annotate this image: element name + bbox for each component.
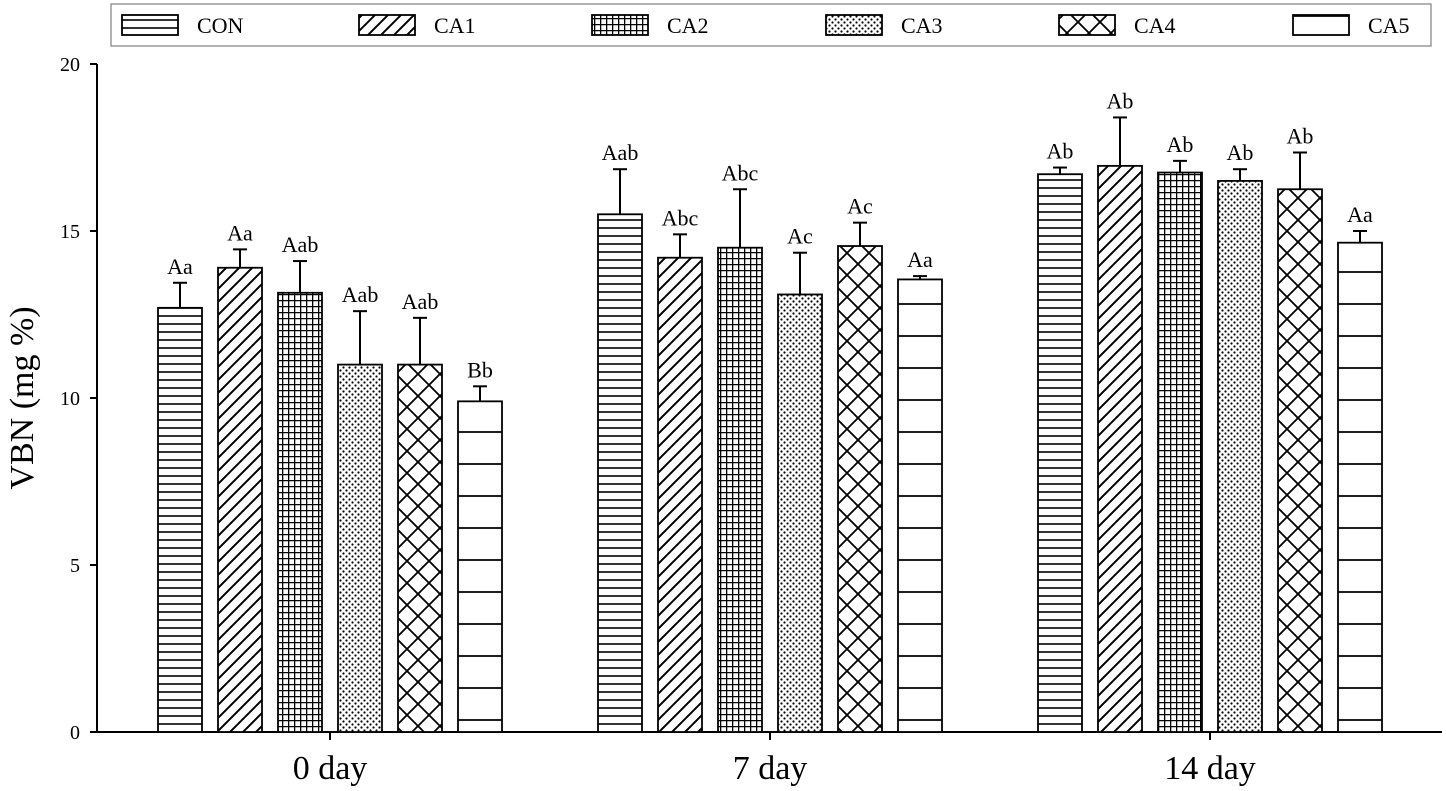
bar-annotation: Aa: [907, 247, 933, 272]
bar-annotation: Aab: [342, 282, 379, 307]
bar-annotation: Ab: [1107, 88, 1134, 113]
legend-swatch: [591, 14, 649, 36]
bar-annotation: Ab: [1287, 124, 1314, 149]
bar: [1217, 179, 1263, 733]
bar-annotation: Ac: [847, 194, 873, 219]
legend-frame: [110, 3, 1432, 47]
bar: [1097, 164, 1143, 733]
legend-swatch: [1292, 14, 1350, 36]
bar-annotation: Abc: [722, 160, 759, 185]
bar-annotation: Aab: [402, 289, 439, 314]
legend-swatch: [121, 14, 179, 36]
legend-label: CON: [197, 13, 244, 38]
bar-annotation: Ab: [1047, 139, 1074, 164]
bar: [1277, 188, 1323, 733]
bar-annotation: Abc: [662, 205, 699, 230]
bar: [777, 293, 823, 733]
legend-swatch: [358, 14, 416, 36]
bar-annotation: Aab: [282, 232, 319, 257]
bar: [897, 278, 943, 733]
y-tick-label: 0: [70, 722, 80, 744]
bar-annotation: Bb: [467, 357, 493, 382]
x-tick-label: 14 day: [1164, 750, 1256, 787]
bar: [337, 363, 383, 733]
bar-annotation: Ab: [1167, 132, 1194, 157]
legend-label: CA3: [901, 13, 943, 38]
y-axis-title: VBN (mg %): [4, 306, 41, 489]
bar-annotation: Ac: [787, 224, 813, 249]
bar: [717, 246, 763, 733]
legend-label: CA5: [1368, 13, 1410, 38]
bar: [657, 256, 703, 733]
bar: [397, 363, 443, 733]
x-tick-label: 7 day: [733, 750, 808, 787]
bar: [217, 266, 263, 733]
x-tick-label: 0 day: [293, 750, 368, 787]
y-tick-label: 20: [60, 54, 80, 76]
bar-annotation: Aa: [1347, 202, 1373, 227]
bar-annotation: Aab: [602, 140, 639, 165]
y-tick-label: 10: [60, 388, 80, 410]
y-tick-label: 15: [60, 221, 80, 243]
bar: [837, 245, 883, 733]
legend: [110, 3, 1432, 47]
bar-annotation: Aa: [167, 254, 193, 279]
bar-annotation: Aa: [227, 220, 253, 245]
bar: [597, 213, 643, 733]
legend-swatch: [1058, 14, 1116, 36]
bar: [157, 306, 203, 733]
legend-label: CA2: [667, 13, 709, 38]
y-tick-label: 5: [70, 555, 80, 577]
bar-annotation: Ab: [1227, 140, 1254, 165]
bar: [1337, 241, 1383, 733]
bar: [457, 400, 503, 733]
bar: [277, 291, 323, 733]
legend-label: CA4: [1134, 13, 1176, 38]
bar: [1037, 173, 1083, 733]
legend-swatch: [825, 14, 883, 36]
legend-label: CA1: [434, 13, 476, 38]
bar: [1157, 171, 1203, 733]
